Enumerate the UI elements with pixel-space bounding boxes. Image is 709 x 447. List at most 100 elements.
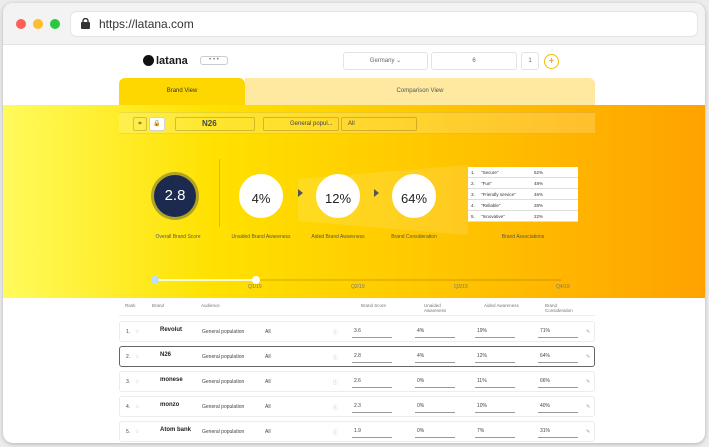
logo-mark-icon: [143, 55, 154, 66]
star-icon[interactable]: ☆: [135, 354, 140, 360]
header-rank[interactable]: Rank: [125, 303, 136, 308]
association-rank: 1.: [471, 170, 475, 175]
brand-logo: monese: [160, 377, 183, 383]
association-name: "Friendly service": [481, 192, 516, 197]
wave-select[interactable]: 6: [431, 52, 517, 70]
association-rank: 5.: [471, 214, 475, 219]
arrow-right-icon: [374, 189, 379, 197]
table-row[interactable]: 4. monzo General population All 2.3 0% 10% 40% ☆…: [119, 396, 595, 417]
unaided-awareness-metric: 4%: [239, 174, 283, 218]
arrow-right-icon: [298, 189, 303, 197]
metric-divider: [219, 159, 220, 227]
brand-score-cell: 2.6: [352, 376, 392, 388]
brand-score-cell: 1.9: [352, 426, 392, 438]
close-window-button[interactable]: [16, 19, 26, 29]
brand-logo: Revolut: [160, 327, 183, 333]
consideration-cell: 64%: [538, 351, 578, 363]
segment-cell: All: [265, 354, 271, 360]
info-icon[interactable]: ⓘ: [333, 355, 339, 361]
address-bar[interactable]: https://latana.com: [71, 12, 697, 36]
rank-cell: 5.: [126, 429, 131, 435]
table-row[interactable]: 2. N26 General population All 2.8 4% 12% 64% ☆ ⓘ ✎: [119, 346, 595, 367]
unaided-cell: 4%: [415, 326, 455, 338]
latana-logo[interactable]: latana: [143, 55, 188, 67]
brand-score-cell: 2.3: [352, 401, 392, 413]
info-icon[interactable]: ⓘ: [333, 405, 339, 411]
segment-filter[interactable]: All: [341, 117, 417, 131]
association-name: "Innovative": [481, 214, 505, 219]
slider-start-handle[interactable]: [151, 276, 159, 284]
association-value: 48%: [534, 181, 544, 186]
table-row[interactable]: 5. Atom bank General population All 1.9 0% 7% 3…: [119, 421, 595, 442]
star-icon[interactable]: ☆: [135, 404, 140, 410]
audience-cell: General population: [202, 404, 245, 410]
audience-cell: General population: [202, 354, 245, 360]
unaided-cell: 0%: [415, 426, 455, 438]
rank-cell: 4.: [126, 404, 131, 410]
association-rank: 4.: [471, 203, 475, 208]
small-select[interactable]: 1: [521, 52, 539, 70]
overall-score-label: Overall Brand Score: [155, 234, 201, 240]
unaided-cell: 0%: [415, 376, 455, 388]
segment-cell: All: [265, 379, 271, 385]
header-aided[interactable]: Aided Awareness: [484, 303, 519, 308]
header-brand-score[interactable]: Brand Score: [361, 303, 387, 308]
time-slider[interactable]: [151, 276, 561, 284]
associations-label: Brand Associations: [501, 234, 545, 240]
audience-filter[interactable]: General popul...: [263, 117, 339, 131]
info-icon[interactable]: ⓘ: [333, 380, 339, 386]
edit-icon[interactable]: ✎: [586, 354, 591, 360]
slider-end-handle[interactable]: [252, 276, 260, 284]
minimize-window-button[interactable]: [33, 19, 43, 29]
association-value: 28%: [534, 203, 544, 208]
star-icon[interactable]: ☆: [135, 429, 140, 435]
rank-cell: 3.: [126, 379, 131, 385]
association-row: 1. "Secure" 62%: [468, 167, 578, 178]
header-consideration[interactable]: Brand Consideration: [545, 303, 573, 313]
header-audience[interactable]: Audience: [201, 303, 220, 308]
brand-associations-table: 1. "Secure" 62% 2. "Fun" 48% 3. "Friendly servi…: [468, 167, 578, 222]
unaided-cell: 0%: [415, 401, 455, 413]
header-unaided[interactable]: Unaided Awareness: [424, 303, 447, 313]
audience-cell: General population: [202, 429, 245, 435]
brand-filter[interactable]: N26: [175, 117, 255, 131]
tab-comparison-view[interactable]: Comparison View: [245, 78, 595, 105]
rank-cell: 1.: [126, 329, 131, 335]
edit-icon[interactable]: ✎: [586, 429, 591, 435]
timeline-label: Q3/19: [454, 284, 468, 290]
chevron-down-icon: ⌄: [396, 58, 402, 64]
browser-window: https://latana.com latana • • • Germany …: [3, 3, 705, 443]
edit-icon[interactable]: ✎: [586, 329, 591, 335]
segment-cell: All: [265, 429, 271, 435]
star-icon[interactable]: ☆: [135, 329, 140, 335]
header-brand[interactable]: Brand: [152, 303, 165, 308]
association-name: "Fun": [481, 181, 492, 186]
menu-pill[interactable]: • • •: [200, 56, 228, 65]
add-button[interactable]: +: [544, 54, 559, 69]
aided-awareness-metric: 12%: [316, 174, 360, 218]
association-value: 46%: [534, 192, 544, 197]
table-row[interactable]: 3. monese General population All 2.6 0% 11% 66%…: [119, 371, 595, 392]
info-icon[interactable]: ⓘ: [333, 330, 339, 336]
consideration-cell: 66%: [538, 376, 578, 388]
table-row[interactable]: 1. Revolut General population All 3.6 4% 19% 71…: [119, 321, 595, 342]
edit-icon[interactable]: ✎: [586, 404, 591, 410]
association-row: 2. "Fun" 48%: [468, 178, 578, 189]
maximize-window-button[interactable]: [50, 19, 60, 29]
star-icon[interactable]: ☆: [135, 379, 140, 385]
info-icon[interactable]: ⓘ: [333, 430, 339, 436]
consideration-label: Brand Consideration: [391, 234, 437, 240]
filter-bar: ⌗ 🔒 N26 General popul... All: [119, 112, 595, 134]
lock-filter-icon[interactable]: 🔒: [149, 117, 165, 131]
tab-brand-view[interactable]: Brand View: [119, 78, 245, 105]
country-select[interactable]: Germany ⌄: [343, 52, 428, 70]
edit-icon[interactable]: ✎: [586, 379, 591, 385]
lock-icon: [81, 18, 90, 29]
brand-overview-banner: ⌗ 🔒 N26 General popul... All 2.8 4% 12% …: [3, 105, 705, 298]
overall-brand-score: 2.8: [154, 175, 196, 217]
tag-icon[interactable]: ⌗: [133, 117, 147, 131]
brand-logo: monzo: [160, 402, 180, 408]
consideration-metric: 64%: [392, 174, 436, 218]
brand-logo: N26: [160, 352, 172, 358]
association-value: 22%: [534, 214, 544, 219]
